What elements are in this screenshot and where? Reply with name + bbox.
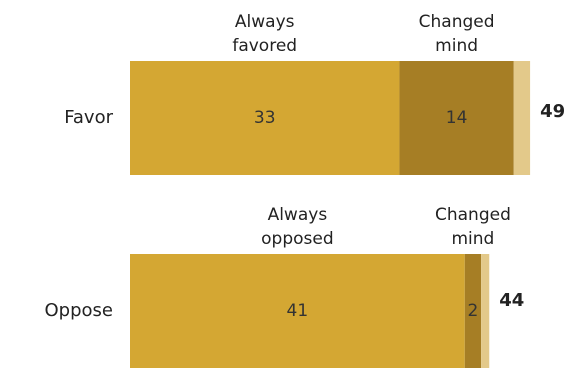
bar-segment-oppose-3 [481, 254, 490, 368]
category-label-oppose: Oppose [45, 300, 113, 321]
bar-segment-oppose-2 [464, 254, 482, 368]
value-label-favor-2: 14 [446, 108, 468, 128]
segment-header-favor-1-line-2: favored [232, 36, 297, 56]
total-label-favor: 49 [540, 101, 565, 122]
bar-segment-favor-3 [513, 61, 531, 175]
segment-header-favor-2-line-1: Changed [419, 12, 495, 32]
bar-segment-favor-2 [399, 61, 514, 175]
value-label-favor-1: 33 [254, 108, 276, 128]
bar-segment-favor-1 [130, 61, 400, 175]
value-label-oppose-2: 2 [468, 301, 479, 321]
bar-segment-oppose-1 [130, 254, 465, 368]
segment-header-favor-1-line-1: Always [235, 12, 295, 32]
segment-header-oppose-1-line-2: opposed [261, 229, 334, 249]
segment-header-oppose-1-line-1: Always [268, 205, 328, 225]
value-label-oppose-1: 41 [287, 301, 309, 321]
segment-header-oppose-2-line-2: mind [452, 229, 495, 249]
total-label-oppose: 44 [499, 290, 524, 311]
segment-header-oppose-2-line-1: Changed [435, 205, 511, 225]
category-label-favor: Favor [64, 107, 113, 128]
segment-header-favor-2-line-2: mind [435, 36, 478, 56]
